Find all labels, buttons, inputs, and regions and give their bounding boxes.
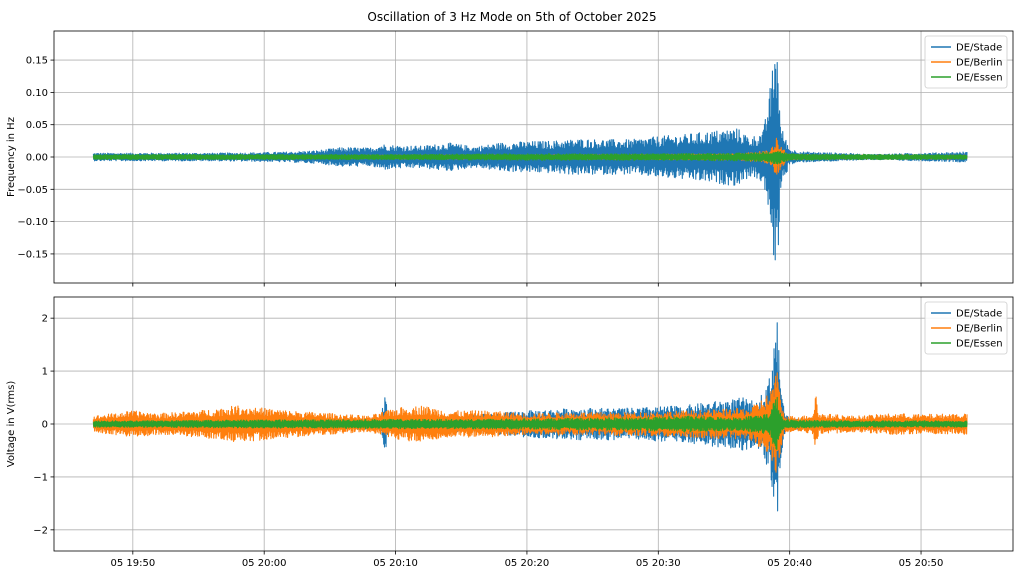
series-line-de-essen <box>92 396 968 450</box>
legend: DE/Stade DE/Berlin DE/Essen <box>924 301 1008 355</box>
y-tick-label: 0.05 <box>26 120 48 131</box>
legend-box <box>924 35 1008 89</box>
panel-1: −0.15 −0.10 −0.05 0.00 0.05 0.10 0.15 Frequency… <box>6 30 1014 287</box>
legend-entry: DE/Stade <box>956 309 1002 320</box>
y-tick-label: 0.15 <box>26 56 48 67</box>
x-tick-label: 05 19:50 <box>110 558 155 569</box>
y-tick-label: 0.10 <box>26 88 48 99</box>
legend-entry: DE/Berlin <box>956 58 1002 69</box>
series-line-de-essen <box>92 150 968 165</box>
y-tick-label: −0.05 <box>17 185 48 196</box>
legend-entry: DE/Berlin <box>956 324 1002 335</box>
chart-title: Oscillation of 3 Hz Mode on 5th of Octob… <box>367 10 656 24</box>
legend-entry: DE/Essen <box>956 339 1003 350</box>
y-tick-label: 1 <box>42 367 48 378</box>
panel-2: −2 −1 0 1 2 05 19:50 05 20:00 05 20:10 05 20:20 0… <box>6 296 1014 569</box>
y-axis-label: Frequency in Hz <box>6 117 17 197</box>
y-tick-label: 2 <box>42 314 48 325</box>
y-tick-label: −0.15 <box>17 249 48 260</box>
x-tick-label: 05 20:20 <box>505 558 550 569</box>
legend-entry: DE/Stade <box>956 43 1002 54</box>
legend-entry: DE/Essen <box>956 73 1003 84</box>
y-tick-label: −0.10 <box>17 217 48 228</box>
y-tick-label: −2 <box>33 525 48 536</box>
y-tick-label: 0 <box>42 420 48 431</box>
legend: DE/Stade DE/Berlin DE/Essen <box>924 35 1008 89</box>
y-tick-label: −1 <box>33 472 48 483</box>
y-axis-label: Voltage in V(rms) <box>6 381 17 468</box>
x-tick-label: 05 20:10 <box>373 558 418 569</box>
y-tick-label: 0.00 <box>26 153 48 164</box>
x-tick-label: 05 20:50 <box>899 558 944 569</box>
x-tick-label: 05 20:40 <box>767 558 812 569</box>
x-tick-label: 05 20:00 <box>242 558 287 569</box>
legend-box <box>924 301 1008 355</box>
x-tick-label: 05 20:30 <box>636 558 681 569</box>
series-line-de-berlin <box>92 372 968 473</box>
